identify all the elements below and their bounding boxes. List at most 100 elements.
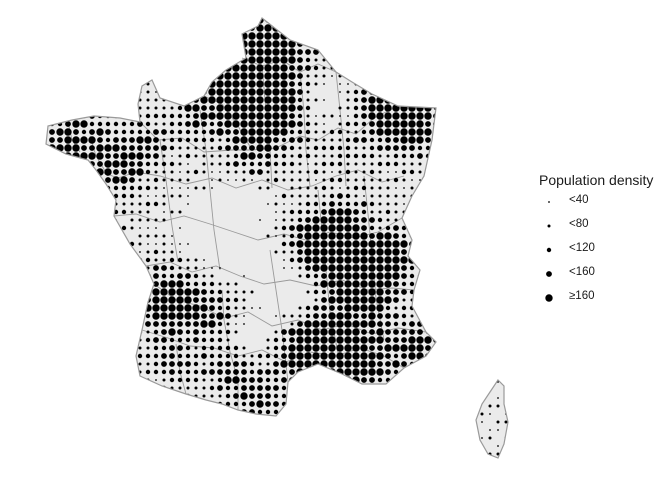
density-dot <box>194 26 198 30</box>
density-dot <box>288 48 296 56</box>
density-dot <box>392 256 400 264</box>
density-dot <box>46 153 47 159</box>
density-dot <box>232 376 240 384</box>
density-dot <box>416 104 424 112</box>
density-dot <box>137 297 143 303</box>
density-dot <box>427 195 429 197</box>
density-dot <box>225 345 231 351</box>
density-dot <box>409 369 415 375</box>
density-dot <box>67 259 69 261</box>
density-dot <box>82 218 86 222</box>
density-dot <box>426 42 430 46</box>
density-dot <box>50 338 54 342</box>
density-dot <box>224 104 232 112</box>
density-dot <box>273 385 279 391</box>
density-dot <box>177 321 183 327</box>
density-dot <box>58 330 62 334</box>
density-dot <box>98 18 102 22</box>
density-dot <box>193 33 199 39</box>
legend-dot-symbol <box>539 238 559 262</box>
density-dot <box>282 210 286 214</box>
density-dot <box>43 411 46 414</box>
density-dot <box>377 385 383 391</box>
density-dot <box>227 419 230 422</box>
density-dot <box>435 211 436 213</box>
density-dot <box>401 145 407 151</box>
density-dot <box>305 105 311 111</box>
density-dot <box>112 144 120 152</box>
density-dot <box>58 26 62 30</box>
density-dot <box>281 353 287 359</box>
density-dot <box>392 96 400 104</box>
density-dot <box>46 137 47 143</box>
density-dot <box>402 34 406 38</box>
density-dot <box>242 298 246 302</box>
density-dot <box>123 419 126 422</box>
density-dot <box>274 418 278 422</box>
density-dot <box>91 363 93 365</box>
density-dot <box>49 401 55 407</box>
density-dot <box>233 145 239 151</box>
density-dot <box>81 305 87 311</box>
density-dot <box>138 266 142 270</box>
density-dot <box>298 306 302 310</box>
density-dot <box>178 194 182 198</box>
density-dot <box>346 26 350 30</box>
density-dot <box>43 291 46 294</box>
density-dot <box>273 409 279 415</box>
density-dot <box>43 75 45 77</box>
density-dot <box>51 291 53 293</box>
density-dot <box>378 202 382 206</box>
density-dot <box>346 50 350 54</box>
density-dot <box>417 81 423 87</box>
density-dot <box>193 137 199 143</box>
density-dot <box>162 202 166 206</box>
density-dot <box>224 56 232 64</box>
density-dot <box>273 137 279 143</box>
density-dot <box>185 345 191 351</box>
density-dot <box>193 57 199 63</box>
density-dot <box>162 82 166 86</box>
density-dot <box>121 209 127 215</box>
density-dot <box>209 41 215 47</box>
density-dot <box>409 169 415 175</box>
density-dot <box>65 57 71 63</box>
density-dot <box>418 378 422 382</box>
legend-label: <40 <box>569 194 589 206</box>
density-dot <box>433 329 436 335</box>
density-dot <box>257 385 263 391</box>
density-dot <box>338 106 342 110</box>
density-dot <box>378 42 382 46</box>
density-dot <box>417 153 423 159</box>
density-dot <box>130 202 134 206</box>
density-dot <box>122 322 126 326</box>
density-dot <box>114 42 118 46</box>
density-dot <box>337 161 343 167</box>
density-dot <box>282 410 286 414</box>
density-dot <box>161 145 167 151</box>
legend-dot-symbol <box>539 214 559 238</box>
density-dot <box>353 105 359 111</box>
density-dot <box>281 385 287 391</box>
density-dot <box>154 42 158 46</box>
density-dot <box>225 161 231 167</box>
density-dot <box>392 344 400 352</box>
density-dot <box>112 176 120 184</box>
density-dot <box>202 394 206 398</box>
density-dot <box>233 18 239 23</box>
density-dot <box>481 437 483 439</box>
density-dot <box>89 169 95 175</box>
density-dot <box>74 210 78 214</box>
density-dot <box>43 355 46 358</box>
density-dot <box>51 259 53 261</box>
density-dot <box>314 194 318 198</box>
density-dot <box>43 195 46 198</box>
density-dot <box>169 129 175 135</box>
density-dot <box>89 177 95 183</box>
density-dot <box>185 361 191 367</box>
density-dot <box>154 50 158 54</box>
density-dot <box>193 321 199 327</box>
density-dot <box>209 353 215 359</box>
legend-label: ≥160 <box>569 290 595 302</box>
density-dot <box>385 209 391 215</box>
